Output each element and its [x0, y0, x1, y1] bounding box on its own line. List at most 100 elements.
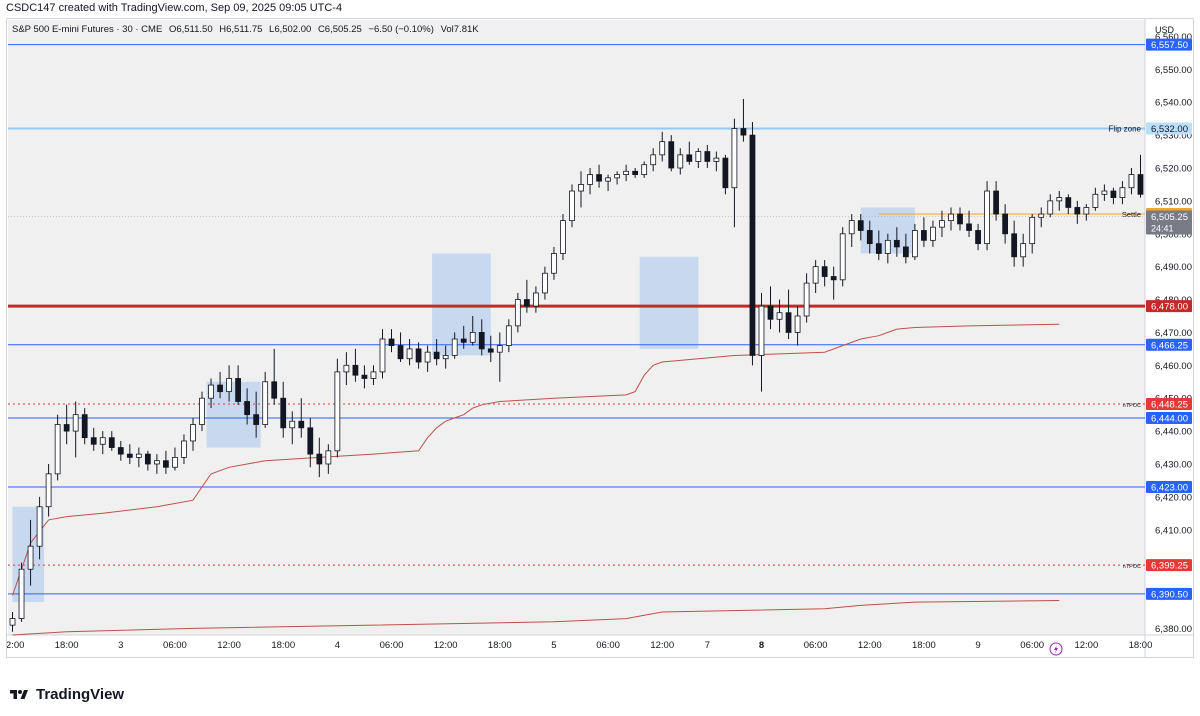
time-tick-label: 06:00 [804, 640, 828, 651]
candle-up [424, 351, 431, 363]
level-price-label-bg [1146, 481, 1192, 494]
candle-down [487, 348, 494, 353]
symbol-legend: S&P 500 E-mini Futures · 30 · CME O6,511… [12, 24, 483, 35]
candle-up [884, 239, 891, 254]
candle-down [632, 170, 639, 175]
candle-down [81, 414, 88, 439]
candle-up [1101, 190, 1108, 195]
candle-down [1011, 233, 1018, 258]
chart-frame[interactable]: USD6,380.006,390.006,400.006,410.006,420… [6, 18, 1194, 658]
candle-up [1047, 200, 1054, 215]
level-price-label: 6,557.50 [1151, 40, 1188, 51]
candle-down [821, 266, 828, 277]
price-chart[interactable]: USD6,380.006,390.006,400.006,410.006,420… [7, 19, 1193, 657]
time-tick-label: 12:00 [650, 640, 674, 651]
price-tick-label: 6,490.00 [1155, 262, 1192, 273]
level-price-label-bg [1146, 38, 1192, 51]
candle-up [542, 272, 548, 294]
lightning-icon [1049, 642, 1063, 656]
candle-up [27, 545, 34, 570]
time-tick-label: 3 [118, 640, 123, 651]
candle-up [135, 453, 142, 458]
candle-down [1110, 190, 1117, 198]
candle-up [641, 164, 648, 175]
candle-down [1137, 174, 1144, 195]
level-price-label: 6,399.25 [1151, 561, 1188, 572]
candle-down [993, 190, 999, 215]
level-price-label-bg [1146, 559, 1192, 572]
close-value: C6,505.25 [317, 24, 362, 35]
candle-up [912, 230, 918, 258]
vwap-curve [12, 323, 1060, 596]
price-tick-label: 6,460.00 [1155, 361, 1192, 372]
candle-down [596, 174, 602, 182]
candle-down [352, 364, 359, 376]
volume-value: Vol7.81K [440, 24, 479, 35]
candle-down [433, 351, 440, 360]
change-value: −6.50 (−0.10%) [368, 24, 434, 35]
candle-down [668, 141, 675, 169]
candle-down [163, 460, 169, 468]
countdown-label: 24:41 [1151, 224, 1174, 234]
demand-zone [639, 256, 699, 349]
time-tick-label: 06:00 [1020, 640, 1044, 651]
candle-down [144, 453, 151, 465]
candle-up [154, 460, 160, 465]
candle-up [569, 190, 575, 222]
candle-up [803, 282, 810, 317]
candle-up [334, 371, 341, 452]
candle-up [677, 154, 684, 169]
candle-down [975, 230, 981, 245]
candle-up [343, 364, 350, 373]
level-price-label: 6,390.50 [1151, 589, 1188, 600]
candle-down [785, 312, 792, 333]
candle-up [1119, 187, 1126, 198]
candle-up [551, 253, 557, 274]
candle-up [614, 174, 620, 179]
candle-down [90, 437, 97, 445]
candle-up [9, 618, 16, 626]
candle-up [442, 355, 449, 360]
candle-up [451, 338, 458, 356]
price-tick-label: 6,440.00 [1155, 427, 1192, 438]
price-tick-label: 6,540.00 [1155, 98, 1192, 109]
price-tick-label: 6,550.00 [1155, 65, 1192, 76]
candle-down [966, 223, 972, 231]
candle-down [857, 220, 864, 231]
candle-up [226, 378, 232, 393]
price-tick-label: 6,500.00 [1155, 229, 1192, 240]
level-price-label: 6,478.00 [1151, 302, 1188, 313]
created-note: CSDC147 created with TradingView.com, Se… [6, 2, 343, 14]
candle-down [722, 157, 729, 189]
candle-up [99, 437, 106, 445]
currency-label: USD [1155, 25, 1175, 35]
candle-up [325, 450, 332, 465]
plot-background [8, 20, 1145, 635]
candle-down [1065, 197, 1072, 208]
level-price-label: 6,532.00 [1151, 124, 1188, 135]
price-tick-label: 6,410.00 [1155, 525, 1192, 536]
open-value: O6,511.50 [168, 24, 213, 35]
candle-down [397, 345, 404, 360]
level-price-label: 6,423.00 [1151, 483, 1188, 494]
vwap-curve [12, 600, 1060, 636]
price-tick-label: 6,470.00 [1155, 328, 1192, 339]
candle-up [469, 332, 476, 343]
level-price-label-bg [1146, 300, 1192, 313]
candle-up [208, 384, 214, 399]
candle-up [505, 325, 512, 346]
level-price-label: 6,466.25 [1151, 340, 1188, 351]
candle-up [650, 154, 657, 166]
time-tick-label: 12:00 [7, 640, 24, 651]
settle-note: Settle [1122, 210, 1141, 219]
time-tick-label: 06:00 [163, 640, 187, 651]
level-price-label-bg [1146, 338, 1192, 351]
candle-up [370, 371, 377, 379]
candle-up [190, 424, 196, 442]
low-value: L6,502.00 [269, 24, 312, 35]
candle-up [406, 348, 413, 360]
candle-down [740, 128, 747, 136]
demand-zone [206, 381, 261, 448]
candle-up [36, 506, 43, 547]
candle-down [415, 348, 422, 363]
